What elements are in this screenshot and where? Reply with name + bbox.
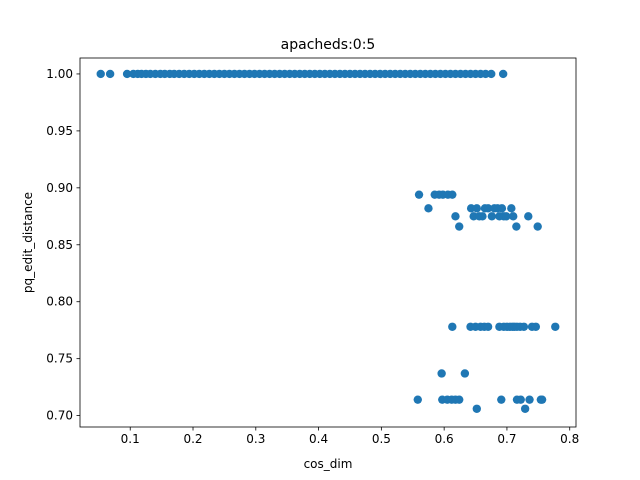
y-tick-label: 0.90: [46, 181, 73, 195]
data-point: [472, 204, 481, 213]
y-axis-ticks: 0.70 0.75 0.80 0.85 0.90 0.95 1.00: [46, 67, 80, 423]
data-point: [105, 69, 115, 79]
x-tick-label: 0.4: [309, 432, 328, 446]
data-point: [413, 395, 422, 404]
x-tick-label: 0.8: [560, 432, 579, 446]
x-tick-label: 0.6: [435, 432, 454, 446]
y-tick-label: 0.70: [46, 409, 73, 423]
data-point: [525, 395, 534, 404]
data-point: [455, 395, 464, 404]
data-point: [122, 69, 132, 79]
data-point: [455, 222, 464, 231]
data-point: [507, 204, 516, 213]
x-tick-label: 0.2: [183, 432, 202, 446]
data-point: [516, 395, 525, 404]
x-tick-label: 0.7: [497, 432, 516, 446]
data-point: [460, 369, 470, 378]
plot-area: [80, 58, 576, 427]
data-point: [451, 212, 460, 221]
y-tick-label: 1.00: [46, 67, 73, 81]
data-point: [519, 322, 529, 331]
x-tick-label: 0.3: [246, 432, 265, 446]
data-point: [472, 404, 481, 413]
data-point: [497, 204, 507, 213]
data-point: [478, 212, 487, 221]
data-point: [414, 190, 424, 199]
x-axis-ticks: 0.1 0.2 0.3 0.4 0.5 0.6 0.7 0.8: [121, 427, 579, 446]
data-points: [96, 69, 560, 413]
x-axis-label: cos_dim: [304, 457, 353, 471]
y-tick-label: 0.95: [46, 124, 73, 138]
chart-title: apacheds:0:5: [281, 37, 376, 53]
data-point: [502, 212, 511, 221]
data-point: [537, 395, 547, 404]
data-point: [533, 222, 542, 231]
data-point: [483, 322, 493, 331]
y-tick-label: 0.75: [46, 352, 73, 366]
data-point: [551, 322, 560, 331]
data-point: [483, 204, 493, 213]
data-point: [509, 212, 518, 221]
data-point: [96, 69, 105, 79]
y-tick-label: 0.85: [46, 238, 73, 252]
data-point: [512, 222, 521, 231]
data-point: [520, 404, 530, 413]
data-point: [437, 369, 446, 378]
data-point: [531, 322, 541, 331]
data-point: [448, 190, 457, 199]
data-point: [487, 212, 497, 221]
y-axis-label: pq_edit_distance: [21, 192, 35, 293]
x-tick-label: 0.5: [372, 432, 391, 446]
data-point: [524, 212, 533, 221]
x-tick-label: 0.1: [121, 432, 140, 446]
y-tick-label: 0.80: [46, 295, 73, 309]
data-point: [487, 69, 496, 79]
data-point: [424, 204, 433, 213]
data-point: [498, 69, 508, 79]
data-point: [497, 395, 506, 404]
axes-frame: [79, 57, 577, 428]
data-point: [448, 322, 457, 331]
